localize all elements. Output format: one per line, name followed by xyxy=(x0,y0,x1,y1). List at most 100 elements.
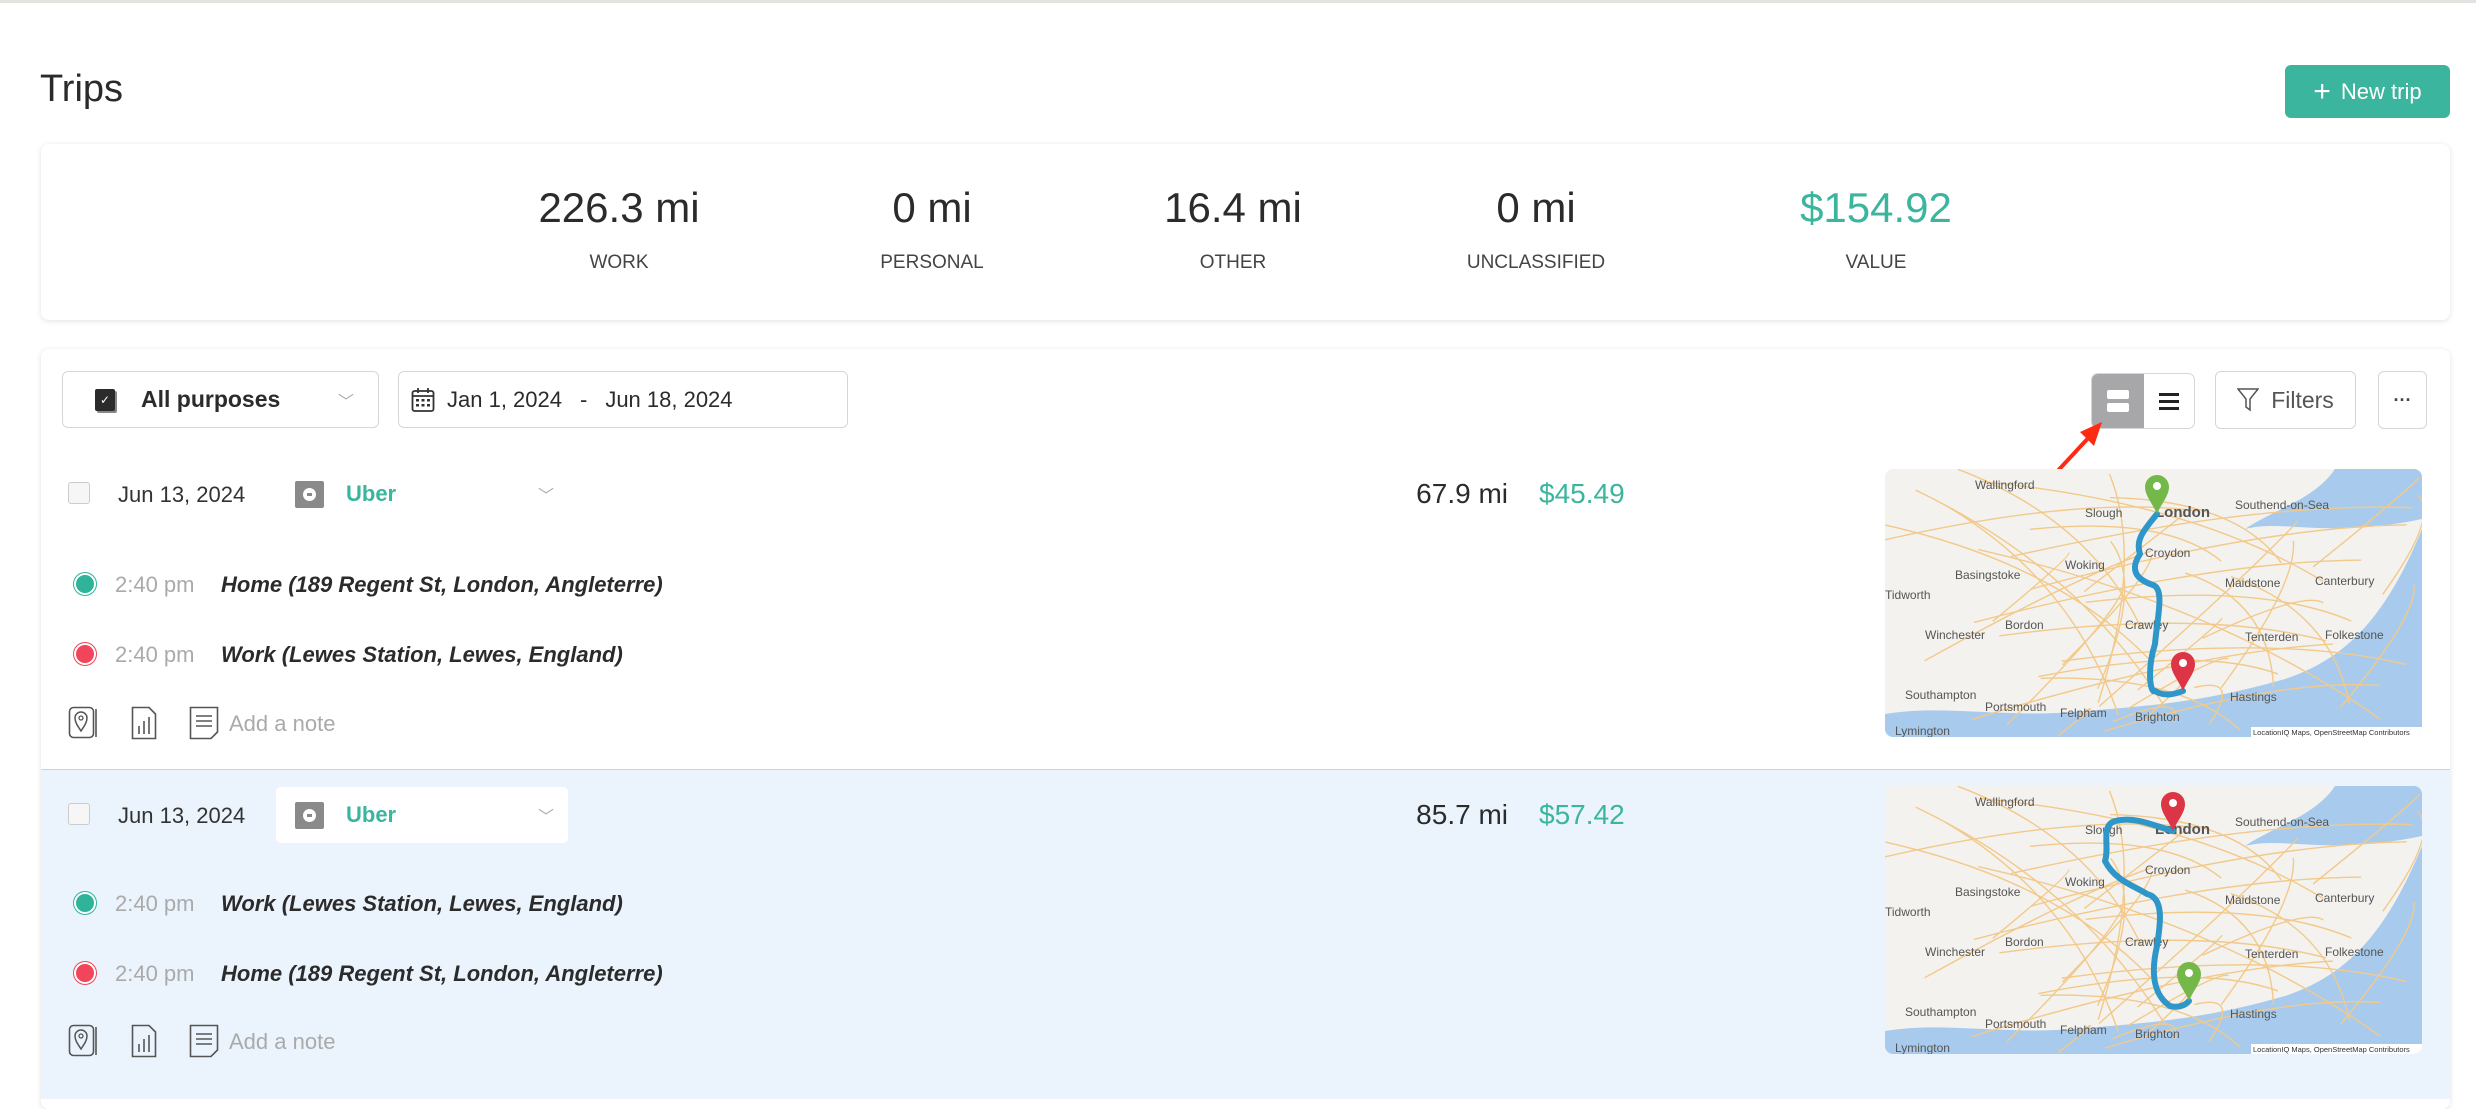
summary-unclassified: 0 mi UNCLASSIFIED xyxy=(1386,184,1686,274)
end-pin-icon xyxy=(2171,652,2195,691)
list-view-icon-part xyxy=(2159,399,2179,403)
map-label: Winchester xyxy=(1925,628,1985,642)
map-label: Hastings xyxy=(2230,1007,2277,1021)
map-label: Croydon xyxy=(2145,863,2190,877)
list-view-icon xyxy=(2159,392,2179,396)
trip-purpose-value: Uber xyxy=(346,802,397,827)
map-label: Maidstone xyxy=(2225,576,2281,590)
map-label: Lymington xyxy=(1895,1041,1950,1054)
map-roads xyxy=(1885,469,2422,737)
trip-checkbox[interactable] xyxy=(68,803,90,825)
summary-label: UNCLASSIFIED xyxy=(1466,252,1606,273)
date-end[interactable]: Jun 18, 2024 xyxy=(605,386,733,412)
add-note-link[interactable]: Add a note xyxy=(229,711,336,736)
plus-icon: + xyxy=(2313,74,2331,108)
trip-route-map[interactable]: Wallingford Slough London Southend-on-Sea Cr… xyxy=(1885,786,2422,1054)
card-view-icon xyxy=(2107,390,2129,399)
purpose-select-value: All purposes xyxy=(141,386,281,412)
map-label: Tenterden xyxy=(2245,947,2298,961)
summary-other: 16.4 mi OTHER xyxy=(1083,184,1383,274)
map-pin-doc-icon[interactable] xyxy=(68,1024,100,1058)
map-label: Brighton xyxy=(2135,1027,2180,1041)
map-label: Wallingford xyxy=(1975,795,2035,809)
map-label: Slough xyxy=(2085,823,2122,837)
start-pin-icon xyxy=(2145,475,2169,514)
start-pin-icon xyxy=(2177,962,2201,1001)
stop-address[interactable]: Home (189 Regent St, London, Angleterre) xyxy=(221,961,663,986)
new-trip-button[interactable]: + New trip xyxy=(2285,65,2450,118)
map-label: Wallingford xyxy=(1975,478,2035,492)
map-pin-doc-icon[interactable] xyxy=(68,706,100,740)
map-label: Folkestone xyxy=(2325,628,2384,642)
start-dot-icon xyxy=(76,894,94,912)
stop-address[interactable]: Home (189 Regent St, London, Angleterre) xyxy=(221,572,663,597)
trip-checkbox[interactable] xyxy=(68,482,90,504)
end-pin-icon xyxy=(2161,792,2185,831)
chevron-down-icon: ﹀ xyxy=(537,488,554,505)
map-label: Felpham xyxy=(2060,706,2107,720)
trip-purpose-select[interactable]: Uber ﹀ xyxy=(276,787,568,843)
card-view-button[interactable] xyxy=(2092,374,2144,428)
trip-purpose-select[interactable]: Uber ﹀ xyxy=(276,466,568,522)
date-range-field[interactable]: Jan 1, 2024 - Jun 18, 2024 xyxy=(398,371,848,428)
report-chart-icon[interactable] xyxy=(131,706,157,740)
summary-work: 226.3 mi WORK xyxy=(469,184,769,274)
map-route xyxy=(2131,511,2186,698)
summary-value: 226.3 mi xyxy=(538,184,700,231)
end-dot-icon xyxy=(76,645,94,663)
date-separator: - xyxy=(579,386,588,412)
map-label: Croydon xyxy=(2145,546,2190,560)
more-button[interactable]: ··· xyxy=(2378,371,2427,429)
summary-value: 0 mi xyxy=(892,184,972,231)
list-view-button[interactable] xyxy=(2144,374,2194,428)
trip-value: $45.49 xyxy=(1539,478,1625,509)
map-attribution-bg xyxy=(2251,727,2422,737)
map-attribution: LocationIQ Maps, OpenStreetMap Contribut… xyxy=(2253,728,2410,737)
map-label: Canterbury xyxy=(2315,891,2374,905)
filters-button[interactable]: Filters xyxy=(2215,371,2356,429)
trip-miles: 85.7 mi xyxy=(1416,799,1508,830)
map-label: Southend-on-Sea xyxy=(2235,815,2329,829)
summary-label: PERSONAL xyxy=(880,252,984,273)
trip-purpose-value: Uber xyxy=(346,481,397,506)
uber-icon xyxy=(295,801,324,829)
summary-value-total: $154.92 VALUE xyxy=(1726,184,2026,274)
summary-label: VALUE xyxy=(1845,252,1907,273)
stop-time: 2:40 pm xyxy=(115,572,195,597)
add-note-link[interactable]: Add a note xyxy=(229,1029,336,1054)
report-chart-icon[interactable] xyxy=(131,1024,157,1058)
map-label: London xyxy=(2155,821,2210,838)
filters-label: Filters xyxy=(2271,386,2334,413)
summary-value: $154.92 xyxy=(1800,184,1952,231)
end-dot-icon xyxy=(76,964,94,982)
map-attribution: LocationIQ Maps, OpenStreetMap Contribut… xyxy=(2253,1045,2410,1054)
trip-route-map[interactable]: Wallingford Slough London Southend-on-Sea Cr… xyxy=(1885,469,2422,737)
map-roads xyxy=(1885,786,2422,1054)
map-label: Woking xyxy=(2065,875,2105,889)
checkbox-stack-icon: ✓ xyxy=(95,388,115,411)
map-label: Hastings xyxy=(2230,690,2277,704)
map-label: Southampton xyxy=(1905,1005,1976,1019)
map-attribution-bg xyxy=(2251,1044,2422,1054)
view-toggle xyxy=(2091,373,2195,429)
note-icon[interactable] xyxy=(189,1024,219,1058)
map-label: Maidstone xyxy=(2225,893,2281,907)
date-start[interactable]: Jan 1, 2024 xyxy=(447,386,562,412)
note-icon[interactable] xyxy=(189,706,219,740)
map-label: Tidworth xyxy=(1885,905,1931,919)
map-route xyxy=(2102,816,2192,1010)
card-view-icon-part xyxy=(2107,403,2129,412)
summary-label: WORK xyxy=(589,252,649,273)
stop-address[interactable]: Work (Lewes Station, Lewes, England) xyxy=(221,891,623,916)
new-trip-label: New trip xyxy=(2340,78,2422,104)
map-label: Lymington xyxy=(1895,724,1950,737)
trip-value: $57.42 xyxy=(1539,799,1625,830)
map-label: Crawley xyxy=(2125,618,2168,632)
map-label: Winchester xyxy=(1925,945,1985,959)
purpose-select[interactable]: ✓ All purposes ﹀ xyxy=(62,371,379,428)
map-label: Tidworth xyxy=(1885,588,1931,602)
stop-time: 2:40 pm xyxy=(115,961,195,986)
stop-address[interactable]: Work (Lewes Station, Lewes, England) xyxy=(221,642,623,667)
summary-value: 16.4 mi xyxy=(1164,184,1302,231)
map-label: Portsmouth xyxy=(1985,700,2046,714)
